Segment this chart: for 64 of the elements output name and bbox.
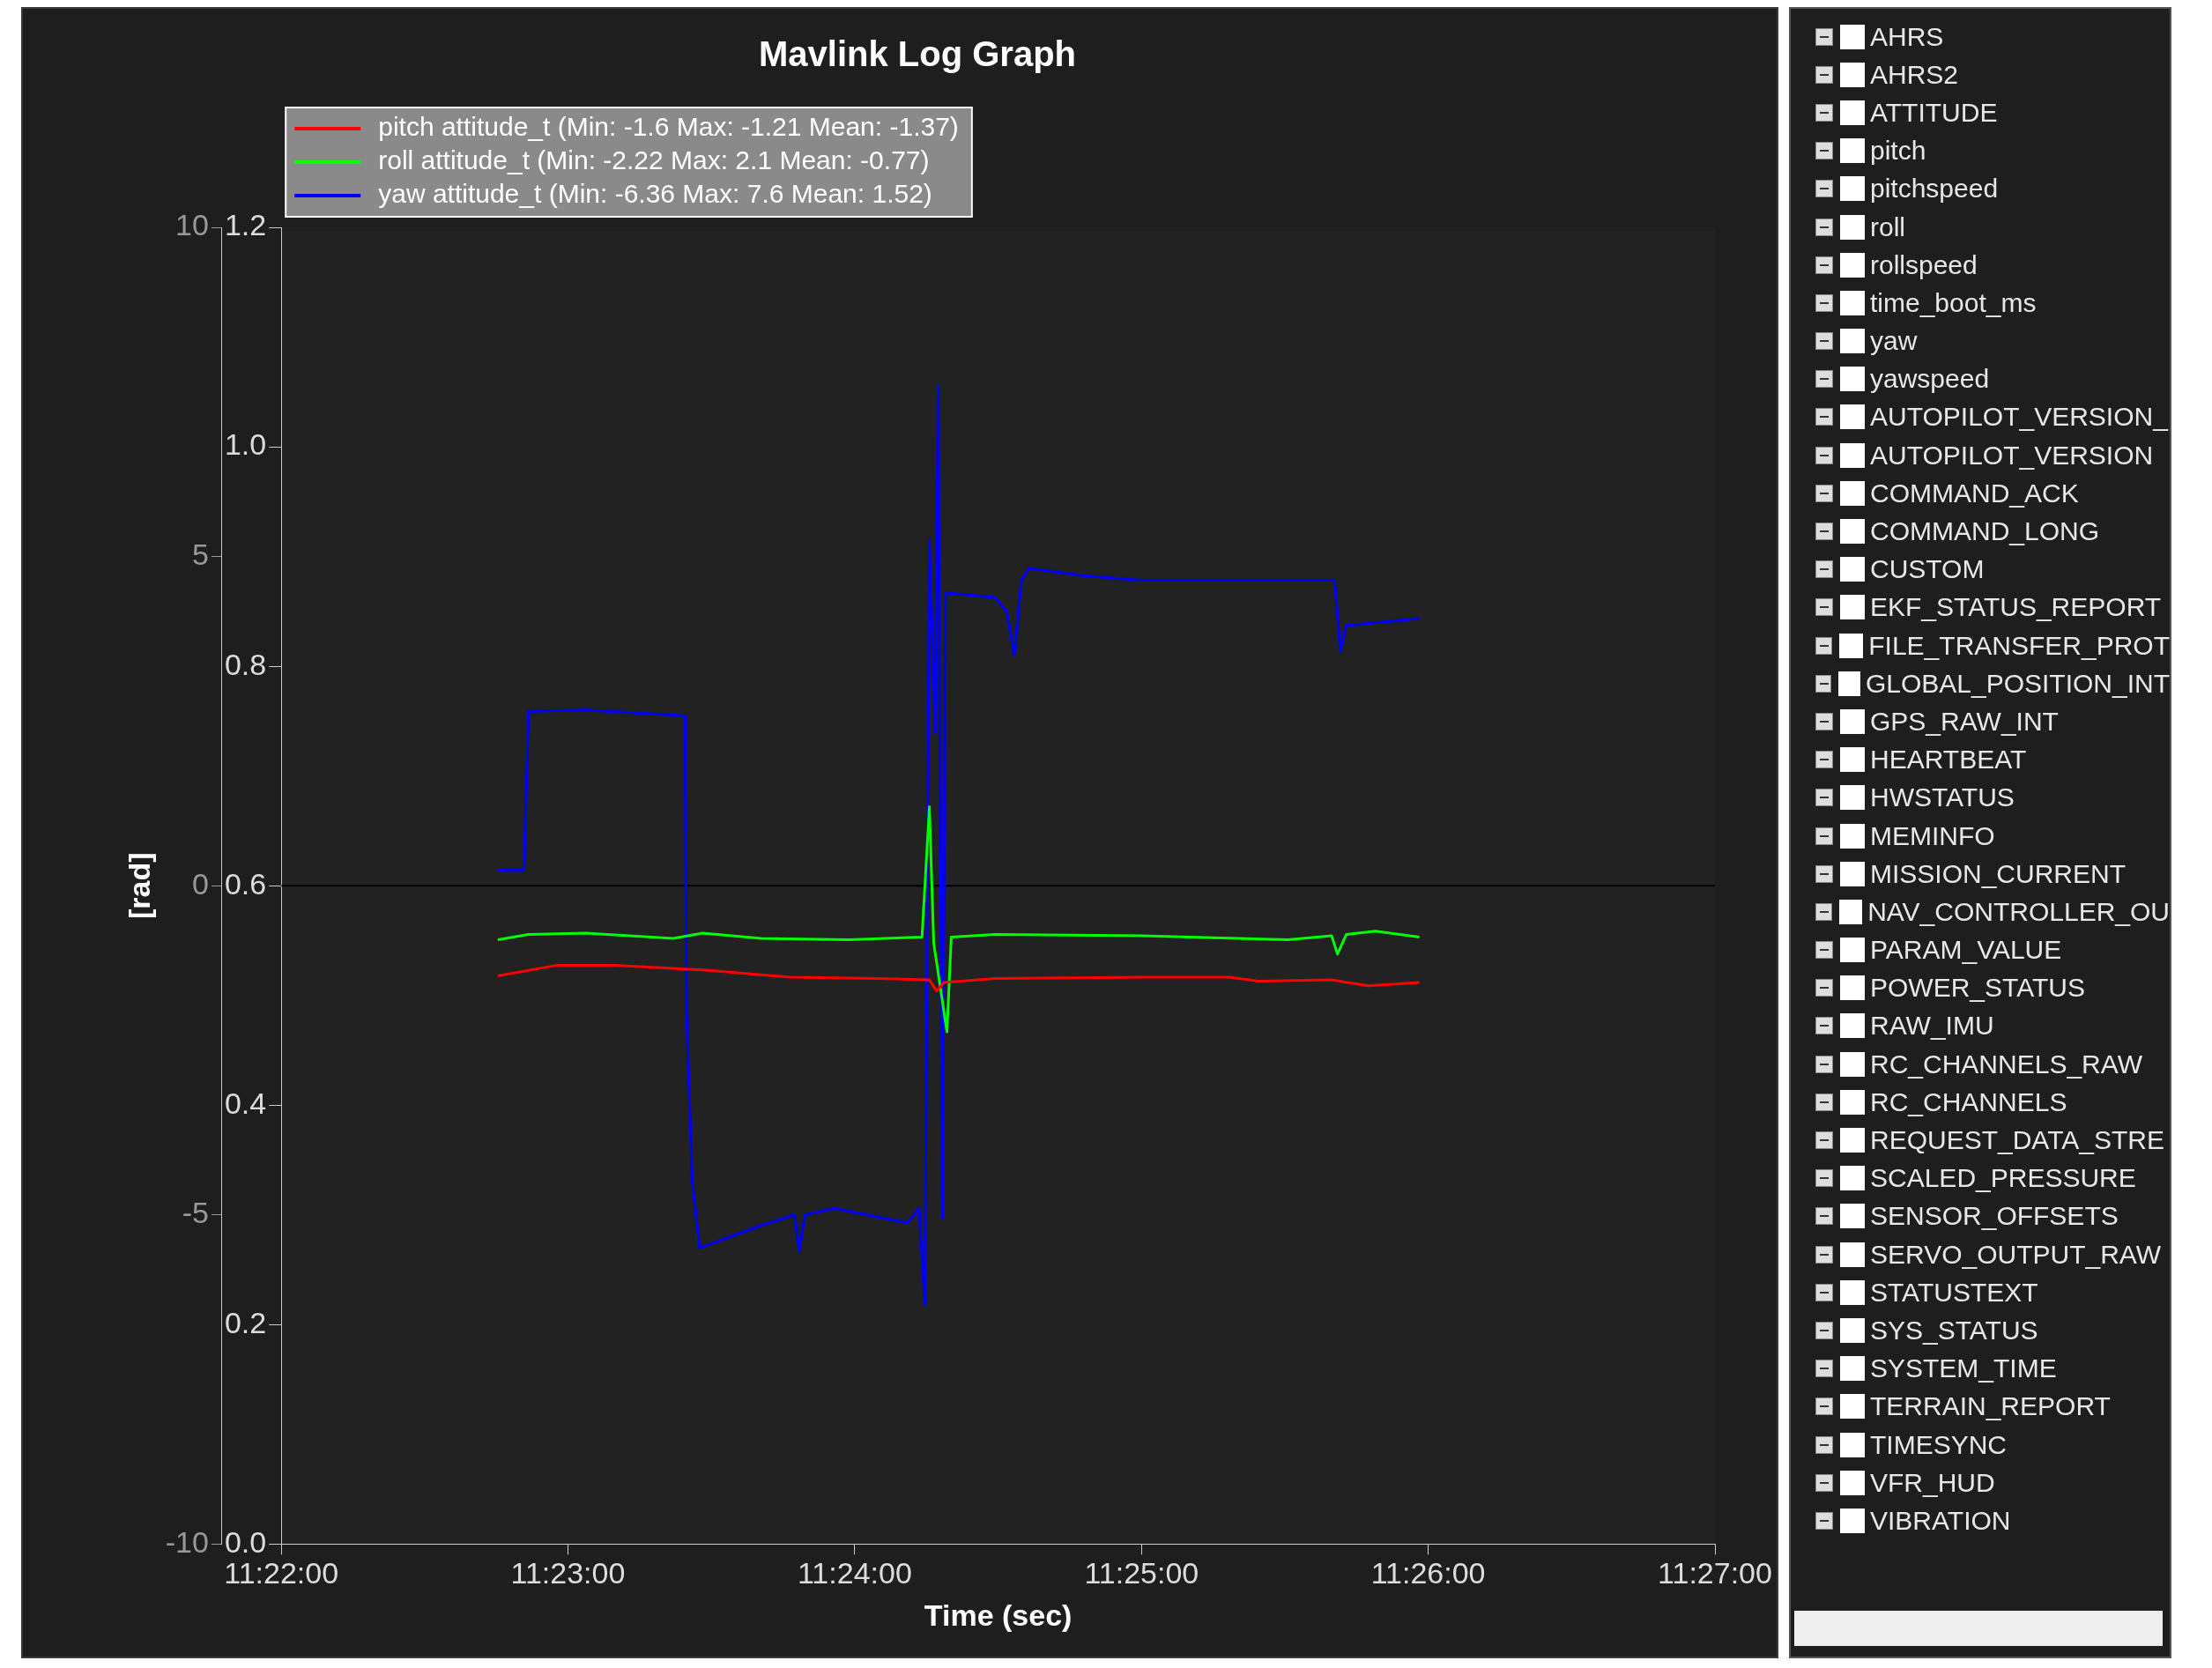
y2-tick-label: 0.6 [224,866,267,901]
text: COMMAND_ACK [1870,478,2079,508]
text: COMMAND_LONG [1870,516,2100,547]
text: SERVO_OUTPUT_RAW [1870,1239,2162,1270]
text: PARAM_VALUE [1870,935,2062,966]
text: MEMINFO [1870,820,1995,851]
text: HWSTATUS [1870,782,2015,813]
x-tick-label: 11:26:00 [1370,1556,1486,1590]
x-tick-label: 11:22:00 [224,1556,339,1590]
text: time_boot_ms [1870,287,2037,318]
y-tick-label: 0 [192,866,209,901]
text: SENSOR_OFFSETS [1870,1201,2119,1232]
y-tick-label: 5 [192,537,209,571]
y2-tick-label: 0.4 [224,1086,267,1120]
text: GLOBAL_POSITION_INT [1865,668,2170,699]
text: TIMESYNC [1870,1429,2008,1460]
text: SCALED_PRESSURE [1870,1163,2136,1194]
y2-tick-label: 1.2 [224,208,267,242]
text: RC_CHANNELS_RAW [1870,1049,2142,1079]
x-tick-label: 11:25:00 [1084,1556,1199,1590]
legend-label: roll attitude_t (Min: -2.22 Max: 2.1 Mean: -0.77) [378,145,930,175]
x-axis-title: Time (sec) [924,1598,1073,1632]
text: VIBRATION [1870,1505,2011,1536]
text: POWER_STATUS [1870,973,2085,1004]
y-tick-label: -5 [182,1196,209,1230]
text: AUTOPILOT_VERSION_ [1870,402,2168,433]
text: TERRAIN_REPORT [1870,1391,2111,1422]
text: RAW_IMU [1870,1011,1994,1042]
x-tick-label: 11:24:00 [797,1556,912,1590]
text: ATTITUDE [1870,97,1998,128]
text: yaw [1870,326,1918,357]
text: RC_CHANNELS [1870,1086,2067,1117]
y2-tick-label: 0.0 [224,1524,267,1559]
text: MISSION_CURRENT [1870,858,2127,889]
text: SYS_STATUS [1870,1315,2038,1346]
text: STATUSTEXT [1870,1277,2038,1308]
x-tick-label: 11:27:00 [1658,1556,1772,1590]
x-tick-label: 11:23:00 [510,1556,626,1590]
y2-tick-label: 0.2 [224,1305,267,1339]
y-axis-title: [rad] [122,852,156,919]
text: roll [1870,211,1906,242]
text: EKF_STATUS_REPORT [1870,592,2162,623]
text: AHRS2 [1870,59,1959,90]
text: GPS_RAW_INT [1870,706,2059,737]
text: VFR_HUD [1870,1467,1995,1498]
text: pitch [1870,136,1926,167]
y2-tick-label: 0.8 [224,647,267,681]
text: yawspeed [1870,364,1990,395]
chart-title: Mavlink Log Graph [758,34,1077,74]
text: AUTOPILOT_VERSION [1870,440,2154,471]
y-tick-label: 10 [175,208,209,242]
text: HEARTBEAT [1870,745,2027,775]
text: CUSTOM [1870,554,1985,585]
text: NAV_CONTROLLER_OU [1867,896,2170,927]
text: SYSTEM_TIME [1870,1353,2057,1384]
text: rollspeed [1870,249,1978,280]
y2-tick-label: 1.0 [224,427,267,462]
text: REQUEST_DATA_STRE [1870,1125,2164,1156]
y-tick-label: -10 [165,1524,209,1559]
legend-label: pitch attitude_t (Min: -1.6 Max: -1.21 Mean: -1.37) [378,112,959,142]
text: AHRS [1870,21,1944,52]
text: pitchspeed [1870,174,1999,204]
legend-label: yaw attitude_t (Min: -6.36 Max: 7.6 Mean: 1.52) [378,179,932,209]
text: FILE_TRANSFER_PROT [1868,630,2170,661]
